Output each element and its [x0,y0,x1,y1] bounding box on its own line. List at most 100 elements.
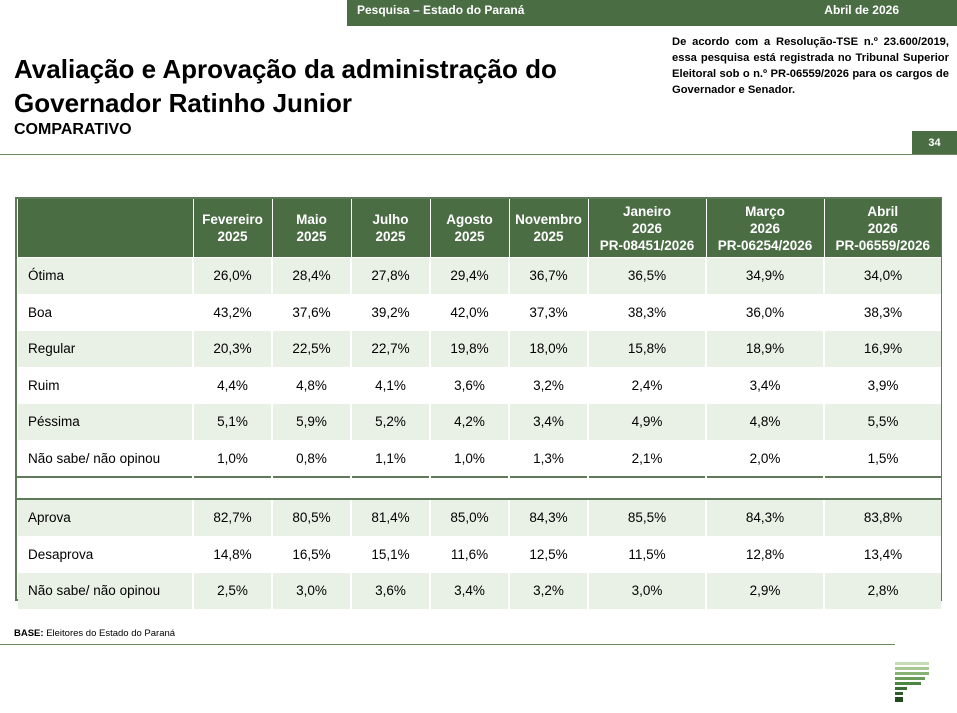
table-cell: 2,0% [705,439,824,477]
column-header: Novembro 2025 [508,199,588,258]
table-cell: 29,4% [429,257,509,294]
table-cell: 5,2% [350,403,430,440]
table-cell: 3,6% [429,366,509,404]
table-cell: 4,9% [587,403,706,440]
table-cell: 1,0% [192,439,272,477]
page-title: Avaliação e Aprovação da administração d… [14,52,654,120]
survey-date: Abril de 2026 [824,3,899,17]
table-row: Não sabe/ não opinou 2,5% 3,0% 3,6% 3,4% 3,2%… [18,572,941,609]
column-header-line: 2025 [296,229,327,244]
table-cell: 85,5% [587,498,706,536]
column-header-line: Março [745,203,785,219]
separator-cell [17,476,941,500]
table-cell: 18,0% [508,330,588,367]
table-row: Ótima 26,0% 28,4% 27,8% 29,4% 36,7% 36,5% 34,9%… [18,257,941,294]
section-separator [17,476,941,500]
table-cell: 4,1% [350,366,430,404]
table-cell: 82,7% [192,498,272,536]
table-cell: 36,0% [705,293,824,331]
table-row: Regular 20,3% 22,5% 22,7% 19,8% 18,0% 15,8% 18,… [18,330,941,367]
row-label: Regular [18,330,193,367]
table-cell: 4,2% [429,403,509,440]
column-header-line: Maio [296,212,327,227]
table-cell: 5,5% [823,403,941,440]
column-header-line: PR-08451/2026 [599,237,695,253]
table-cell: 3,0% [587,572,706,609]
table-cell: 16,5% [271,535,351,573]
column-header: Maio 2025 [271,199,351,258]
table-cell: 19,8% [429,330,509,367]
table-header-row: Fevereiro 2025 Maio 2025 Julho 2025 Agosto 2025… [18,199,941,258]
table-cell: 27,8% [350,257,430,294]
table-cell: 38,3% [587,293,706,331]
column-header: Março 2026 PR-06254/2026 [705,199,824,258]
page-number: 34 [912,131,957,155]
row-label: Ótima [18,257,193,294]
column-header-line: 2025 [454,229,485,244]
table-cell: 84,3% [508,498,588,536]
row-label: Boa [18,293,193,331]
table-cell: 43,2% [192,293,272,331]
column-header-line: Julho [372,212,409,227]
survey-label: Pesquisa – Estado do Paraná [357,3,525,17]
row-label: Desaprova [18,535,193,573]
table-cell: 4,8% [271,366,351,404]
row-label: Não sabe/ não opinou [18,439,193,477]
table-cell: 80,5% [271,498,351,536]
column-header-line: 2026 [749,220,781,236]
table-cell: 3,2% [508,572,588,609]
footer-divider [0,644,895,645]
table-cell: 3,4% [429,572,509,609]
table-cell: 34,9% [705,257,824,294]
table-cell: 12,8% [705,535,824,573]
table-cell: 2,9% [705,572,824,609]
column-header-line: 2026 [631,220,663,236]
page-title-line-2: Governador Ratinho Junior [14,88,353,118]
row-label: Ruim [18,366,193,404]
table-cell: 85,0% [429,498,509,536]
table-cell: 14,8% [192,535,272,573]
table-cell: 18,9% [705,330,824,367]
header-divider [0,154,957,155]
column-header-line: Fevereiro [202,212,263,227]
table-cell: 39,2% [350,293,430,331]
row-label: Aprova [18,498,193,536]
table-cell: 1,1% [350,439,430,477]
table-cell: 2,1% [587,439,706,477]
table-body: Ótima 26,0% 28,4% 27,8% 29,4% 36,7% 36,5% 34,9%… [17,257,941,609]
table-cell: 15,1% [350,535,430,573]
table-row: Desaprova 14,8% 16,5% 15,1% 11,6% 12,5% 11,5% 1… [18,535,941,573]
base-text: Eleitores do Estado do Paraná [46,628,176,639]
table-row: Aprova 82,7% 80,5% 81,4% 85,0% 84,3% 85,5% 84,3… [18,498,941,536]
table-cell: 3,4% [508,403,588,440]
table-cell: 4,8% [705,403,824,440]
table-cell: 3,9% [823,366,941,404]
table-row: Ruim 4,4% 4,8% 4,1% 3,6% 3,2% 2,4% 3,4% 3,9% [18,366,941,404]
page-subtitle: COMPARATIVO [14,121,132,138]
row-label: Péssima [18,403,193,440]
table-cell: 5,9% [271,403,351,440]
table-cell: 22,5% [271,330,351,367]
table-cell: 11,6% [429,535,509,573]
table-cell: 37,3% [508,293,588,331]
column-header-line: 2025 [217,229,248,244]
table-row: Péssima 5,1% 5,9% 5,2% 4,2% 3,4% 4,9% 4,8% 5,5% [18,403,941,440]
table-cell: 1,0% [429,439,509,477]
column-header: Julho 2025 [350,199,430,258]
table-cell: 3,0% [271,572,351,609]
table-cell: 1,3% [508,439,588,477]
column-header: Fevereiro 2025 [192,199,272,258]
comparison-table: Fevereiro 2025 Maio 2025 Julho 2025 Agosto 2025… [15,197,942,609]
page-title-line-1: Avaliação e Aprovação da administração d… [14,54,557,84]
column-header: Janeiro 2026 PR-08451/2026 [587,199,706,258]
registration-note: De acordo com a Resolução-TSE n.º 23.600… [672,36,949,96]
table-cell: 2,8% [823,572,941,609]
table-cell: 13,4% [823,535,941,573]
table-cell: 2,4% [587,366,706,404]
table-cell: 42,0% [429,293,509,331]
table-cell: 36,5% [587,257,706,294]
table-cell: 26,0% [192,257,272,294]
table-cell: 2,5% [192,572,272,609]
base-label: BASE: [14,628,44,639]
table-cell: 84,3% [705,498,824,536]
